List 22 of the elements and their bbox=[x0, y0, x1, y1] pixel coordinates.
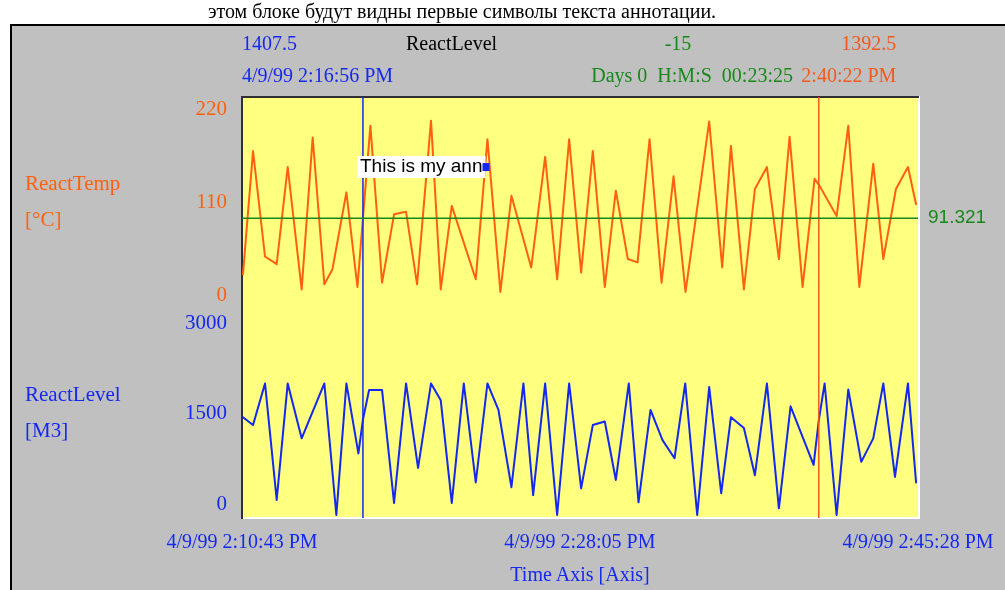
y-tick-label: 3000 bbox=[185, 309, 227, 334]
text: ReactLevel bbox=[406, 32, 498, 55]
text: 1392.5 bbox=[841, 32, 897, 55]
y-axis-title: ReactTemp [°C] bbox=[25, 171, 121, 232]
text: 1407.5 bbox=[242, 32, 297, 55]
y-tick-label: 0 bbox=[216, 281, 227, 306]
x-tick-label: 4/9/99 2:10:43 PM bbox=[166, 530, 318, 553]
text: -15 bbox=[664, 32, 692, 55]
text: Days 0 H:M:S 00:23:25 bbox=[591, 64, 793, 88]
y-tick-label: 1500 bbox=[185, 400, 227, 425]
x-axis-title: Time Axis [Axis] bbox=[510, 563, 650, 586]
text: этом блоке будут видны первые символы текста аннотации. bbox=[206, 0, 718, 22]
y-axis-title: ReactLevel [M3] bbox=[25, 381, 121, 442]
y-tick-label: 110 bbox=[196, 189, 227, 214]
ref-line-label: 91.321 bbox=[928, 206, 987, 228]
x-tick-label: 4/9/99 2:45:28 PM bbox=[842, 530, 994, 553]
ref-line-label: 4/9/99 2:16:56 PM bbox=[242, 64, 394, 87]
y-tick-label: 0 bbox=[216, 490, 227, 515]
annotation: This is my ann bbox=[360, 155, 483, 177]
ref-line-label: 2:40:22 PM bbox=[801, 64, 897, 87]
y-tick-label: 220 bbox=[195, 96, 227, 121]
x-tick-label: 4/9/99 2:28:05 PM bbox=[504, 530, 656, 553]
